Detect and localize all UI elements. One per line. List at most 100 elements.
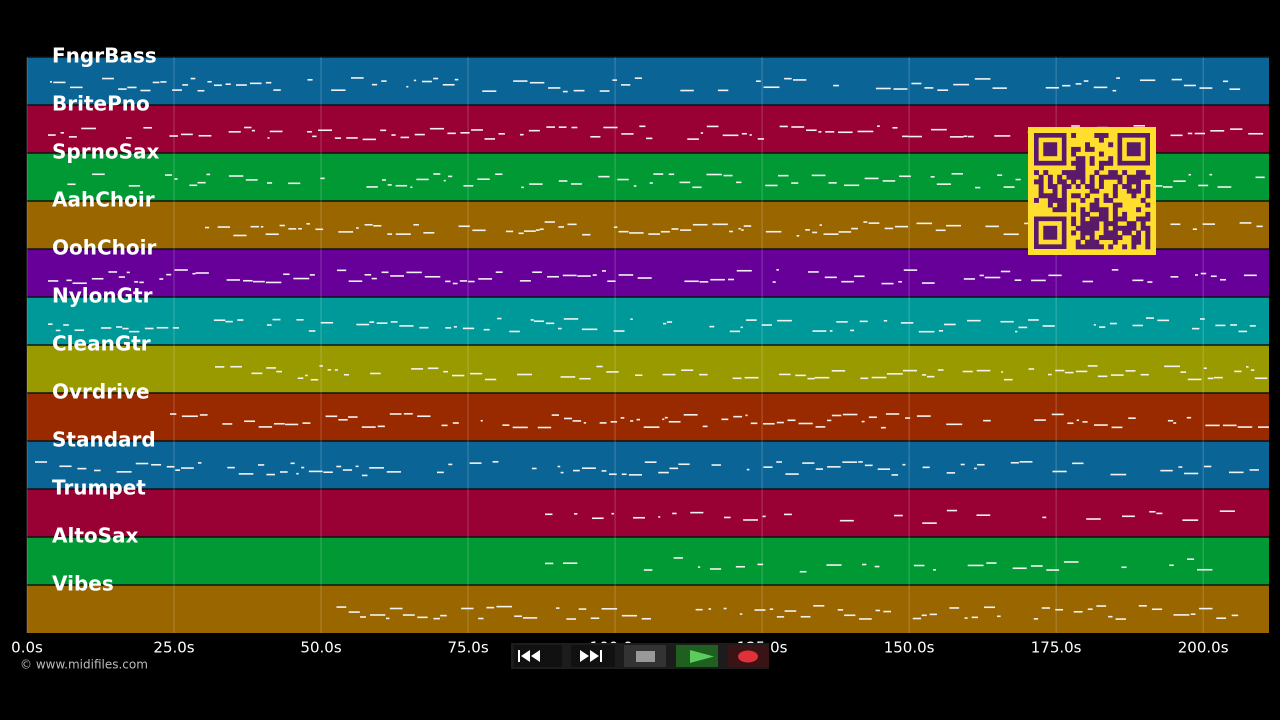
rewind-button[interactable] [514,645,562,667]
note [373,224,382,227]
qr-cell [1085,239,1090,245]
note [116,471,132,473]
note [433,173,441,175]
note [868,222,880,224]
note [858,461,863,463]
note [729,330,741,333]
note [557,327,562,330]
qr-cell [1075,193,1081,199]
qr-cell [1094,225,1100,231]
note [172,327,179,329]
qr-cell [1094,170,1100,176]
note [1112,89,1117,92]
note [498,133,505,135]
note [483,328,490,331]
qr-cell [1117,235,1123,241]
qr-cell [1061,170,1067,176]
note [844,614,856,617]
qr-cell [1136,216,1142,222]
note [308,470,323,473]
note [621,473,627,476]
qr-cell [1075,225,1081,231]
note [1062,84,1071,87]
note [35,461,48,463]
note [545,562,554,565]
note [859,320,868,323]
note [266,473,275,476]
note [160,81,167,83]
note [516,373,532,376]
note [898,281,902,283]
note [598,175,610,178]
qr-cell [1094,244,1100,250]
note [403,413,413,415]
note [841,280,854,283]
note [386,471,402,473]
note [776,616,785,618]
note [1249,325,1256,327]
note [66,279,72,282]
qr-cell [1043,170,1049,176]
qr-cell [1103,174,1109,180]
forward-button[interactable] [571,645,615,667]
note [293,277,310,280]
note [122,327,129,330]
note [276,370,282,373]
qr-cell [1103,211,1109,217]
note [762,515,766,518]
note [334,137,342,139]
note [1071,125,1080,127]
qr-cell [1071,179,1077,185]
track-band [27,441,1269,489]
qr-cell [1047,179,1053,185]
note [406,271,422,274]
note [1171,78,1182,81]
note [463,185,474,187]
note [1125,370,1136,372]
qr-cell [1089,160,1095,166]
note [1178,466,1183,468]
note [643,426,660,428]
note [743,519,758,521]
qr-cell [1112,202,1118,208]
note [307,79,313,81]
note [514,615,522,618]
note [421,80,432,83]
track-band [27,393,1269,441]
play-button[interactable] [676,645,718,667]
note [1099,326,1106,328]
note [1173,614,1190,616]
note [1248,132,1264,135]
qr-cell [1098,179,1104,185]
note [599,90,610,92]
note [678,463,690,466]
qr-cell [1131,221,1137,227]
track-name: AahChoir [52,188,155,212]
note [1052,470,1067,473]
note [309,274,315,276]
qr-cell [1047,174,1053,180]
note [967,564,984,567]
note [1003,378,1013,381]
note [315,228,324,231]
note [1173,422,1177,424]
note [621,614,637,617]
qr-cell [1145,184,1151,189]
stop-button[interactable] [624,645,666,667]
note [590,617,600,620]
qr-cell [1098,244,1104,250]
qr-cell [1112,211,1118,217]
note [669,467,679,470]
note [441,424,448,427]
note [545,513,553,516]
record-button[interactable] [728,645,769,667]
qr-cell [1071,133,1077,138]
note [413,79,417,82]
note [301,466,305,469]
note [592,274,597,276]
note [1204,465,1212,468]
qr-cell [1108,197,1114,203]
note [811,174,826,177]
note [336,606,347,608]
note [695,608,703,611]
